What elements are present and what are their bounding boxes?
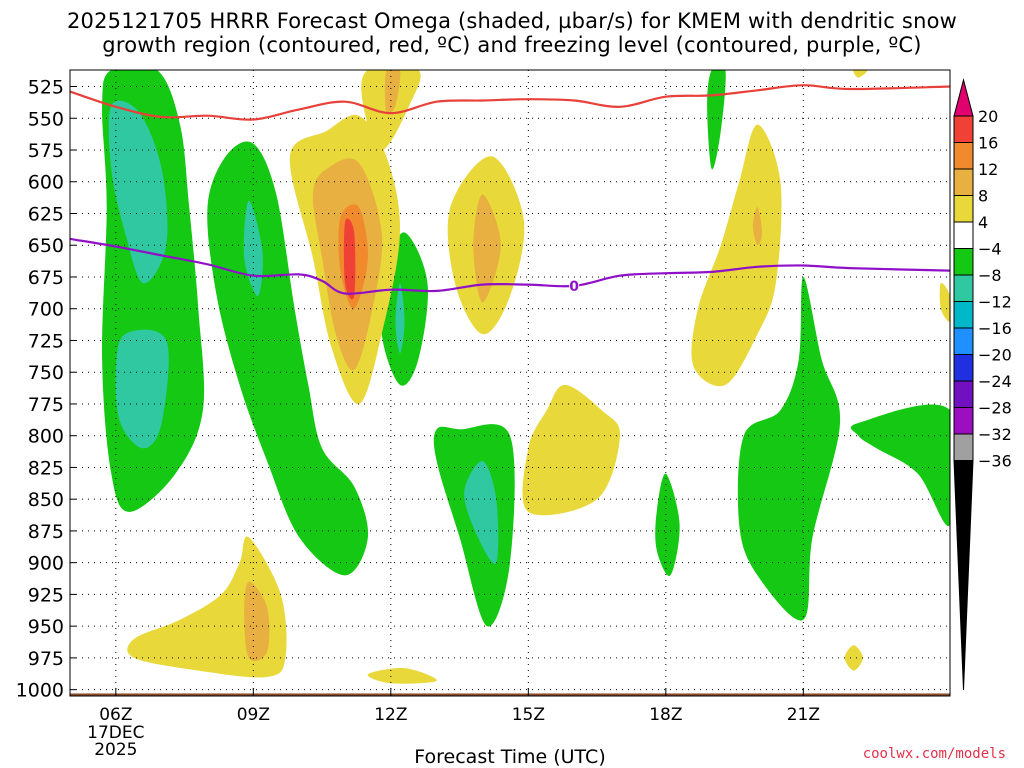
colorbar-box-7 bbox=[953, 301, 974, 329]
colorbar-box-9 bbox=[953, 354, 974, 382]
site-credit[interactable]: coolwx.com/models bbox=[862, 746, 1006, 762]
colorbar-box-1 bbox=[953, 142, 974, 170]
colorbar-label-11: −28 bbox=[978, 399, 1012, 418]
omega-region-16-17 bbox=[343, 218, 356, 300]
y-tick-label-800: 800 bbox=[28, 426, 64, 448]
colorbar-box-10 bbox=[953, 380, 974, 408]
colorbar-label-1: 16 bbox=[978, 134, 998, 153]
colorbar: 20 16 12 8 4 −4 −8 −12 −16 −20 −24 −28 −32 −36 bbox=[953, 78, 1012, 691]
colorbar-box-8 bbox=[953, 327, 974, 355]
gridlines bbox=[70, 70, 950, 696]
colorbar-box-2 bbox=[953, 168, 974, 196]
colorbar-box-4 bbox=[953, 221, 974, 249]
freezing-level-label: 0 bbox=[569, 279, 579, 295]
omega-region-neg8-1 bbox=[108, 100, 168, 284]
y-tick-label-550: 550 bbox=[28, 108, 64, 130]
y-tick-label-900: 900 bbox=[28, 553, 64, 575]
plot-frame bbox=[69, 69, 951, 697]
colorbar-label-4: 4 bbox=[978, 213, 988, 232]
y-tick-label-750: 750 bbox=[28, 362, 64, 384]
y-tick-label-700: 700 bbox=[28, 299, 64, 321]
chart-title-line-2: growth region (contoured, red, ºC) and f… bbox=[102, 33, 922, 57]
colorbar-box-3 bbox=[953, 195, 974, 223]
chart-title-line-1: 2025121705 HRRR Forecast Omega (shaded, … bbox=[66, 9, 957, 33]
colorbar-label-3: 8 bbox=[978, 187, 988, 206]
y-tick-label-650: 650 bbox=[28, 235, 64, 257]
x-tick-label-18Z: 18Z bbox=[649, 705, 682, 725]
colorbar-label-12: −32 bbox=[978, 425, 1012, 444]
y-tick-label-925: 925 bbox=[28, 584, 64, 606]
omega-region-neg8-7 bbox=[395, 283, 405, 354]
omega-region-neg4-12 bbox=[737, 277, 841, 621]
y-tick-label-875: 875 bbox=[28, 521, 64, 543]
colorbar-top-arrow bbox=[953, 78, 974, 117]
y-tick-label-525: 525 bbox=[28, 77, 64, 99]
x-tick-label-12Z: 12Z bbox=[374, 705, 407, 725]
omega-region-4-29 bbox=[939, 282, 950, 322]
x-tick-date-year: 2025 bbox=[94, 740, 137, 760]
colorbar-label-13: −36 bbox=[978, 452, 1012, 471]
colorbar-box-5 bbox=[953, 248, 974, 276]
colorbar-label-0: 20 bbox=[978, 107, 998, 126]
freezing-level-line bbox=[70, 237, 950, 295]
omega-region-neg4-10 bbox=[707, 70, 726, 170]
omega-region-4-27 bbox=[367, 667, 437, 684]
terrain-strip bbox=[70, 693, 950, 696]
colorbar-box-11 bbox=[953, 407, 974, 435]
colorbar-label-2: 12 bbox=[978, 160, 998, 179]
colorbar-box-12 bbox=[953, 433, 974, 461]
y-tick-label-1000: 1000 bbox=[16, 680, 64, 702]
omega-region-neg8-9 bbox=[464, 461, 499, 564]
omega-region-neg8-2 bbox=[115, 329, 169, 449]
y-tick-label-600: 600 bbox=[28, 172, 64, 194]
y-tick-label-625: 625 bbox=[28, 203, 64, 225]
colorbar-bottom-arrow bbox=[953, 460, 974, 691]
y-tick-label-825: 825 bbox=[28, 457, 64, 479]
omega-region-8-24 bbox=[752, 207, 763, 246]
y-tick-label-775: 775 bbox=[28, 394, 64, 416]
omega-region-4-28 bbox=[844, 645, 863, 671]
x-tick-date-day: 17DEC bbox=[87, 723, 144, 743]
x-tick-label-09Z: 09Z bbox=[237, 705, 270, 725]
omega-region-8-21 bbox=[473, 194, 501, 303]
omega-region-8-19 bbox=[384, 70, 401, 115]
y-tick-label-725: 725 bbox=[28, 330, 64, 352]
omega-region-4-23 bbox=[691, 124, 782, 387]
colorbar-label-5: −4 bbox=[978, 240, 1002, 259]
colorbar-label-10: −24 bbox=[978, 372, 1012, 391]
colorbar-label-7: −12 bbox=[978, 293, 1012, 312]
y-tick-label-850: 850 bbox=[28, 489, 64, 511]
colorbar-label-6: −8 bbox=[978, 266, 1002, 285]
omega-region-8-26 bbox=[244, 581, 270, 661]
x-tick-label-15Z: 15Z bbox=[512, 705, 545, 725]
x-axis-label: Forecast Time (UTC) bbox=[414, 746, 606, 768]
colorbar-box-6 bbox=[953, 274, 974, 302]
y-tick-label-975: 975 bbox=[28, 648, 64, 670]
omega-region-4-30 bbox=[853, 70, 868, 78]
freezing-label-bg bbox=[569, 277, 580, 293]
omega-region-neg8-4 bbox=[243, 200, 263, 297]
contour-lines: 0 bbox=[70, 84, 950, 295]
x-tick-label-21Z: 21Z bbox=[787, 705, 820, 725]
y-tick-label-675: 675 bbox=[28, 267, 64, 289]
colorbar-label-9: −20 bbox=[978, 346, 1012, 365]
dgz-contour-line bbox=[70, 84, 950, 121]
colorbar-label-8: −16 bbox=[978, 319, 1012, 338]
y-axis: 525 550 575 600 625 650 675 700 725 750 775 800 825 8… bbox=[16, 77, 76, 702]
y-tick-label-950: 950 bbox=[28, 616, 64, 638]
y-tick-label-575: 575 bbox=[28, 140, 64, 162]
x-tick-label-06Z: 06Z bbox=[99, 705, 132, 725]
omega-region-4-22 bbox=[522, 384, 621, 516]
omega-region-neg4-11 bbox=[655, 473, 680, 576]
omega-shading bbox=[70, 70, 950, 696]
omega-region-neg4-13 bbox=[850, 404, 950, 527]
colorbar-box-0 bbox=[953, 115, 974, 143]
